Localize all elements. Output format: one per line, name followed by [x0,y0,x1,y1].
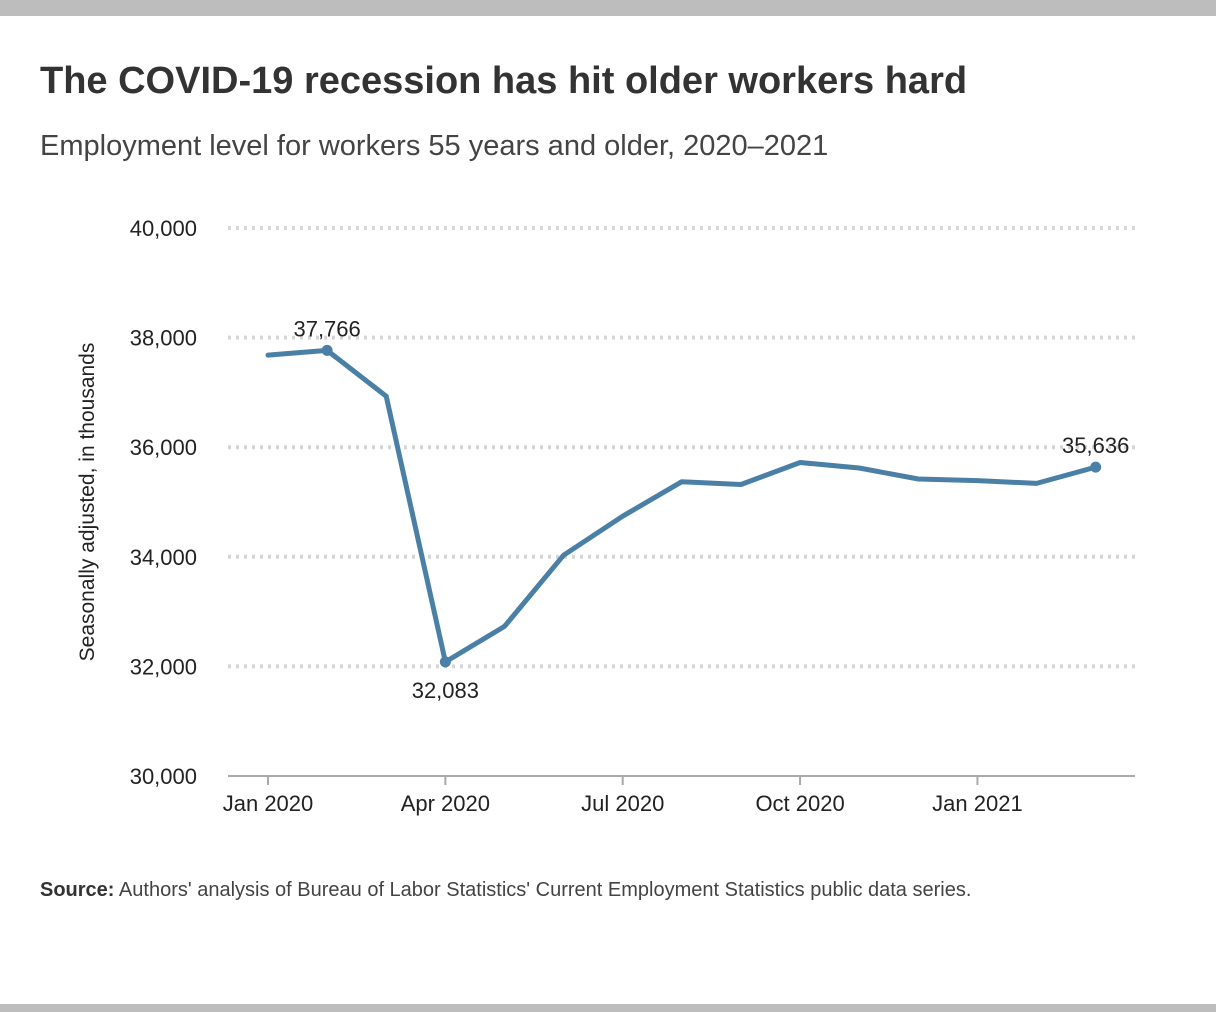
y-tick-label: 38,000 [130,326,197,351]
y-tick-label: 40,000 [130,216,197,241]
data-point-marker [321,344,333,356]
data-label: 35,636 [1062,433,1129,458]
x-ticks: Jan 2020 Apr 2020 Jul 2020 Oct 2020 Jan 2021 [223,776,1023,816]
bottom-frame-bar [0,1004,1216,1012]
y-tick-label: 32,000 [130,654,197,679]
chart-subtitle: Employment level for workers 55 years an… [40,130,829,162]
data-label: 37,766 [293,316,360,341]
y-axis-label: Seasonally adjusted, in thousands [76,343,99,662]
chart-title: The COVID-19 recession has hit older wor… [40,60,968,102]
x-tick-label: Jan 2020 [223,791,314,816]
y-tick-label: 34,000 [130,545,197,570]
x-tick-label: Apr 2020 [401,791,490,816]
x-tick-label: Jul 2020 [581,791,664,816]
source-text: Authors' analysis of Bureau of Labor Sta… [114,879,972,901]
y-tick-labels: 30,000 32,000 34,000 36,000 38,000 40,000 [130,216,197,789]
annotations: 37,766 32,083 35,636 [293,316,1129,702]
y-gridlines [228,226,1135,669]
data-label: 32,083 [412,678,479,703]
y-tick-label: 30,000 [130,764,197,789]
top-frame-bar [0,0,1216,16]
source-label: Source: [40,879,115,901]
y-tick-label: 36,000 [130,435,197,460]
series-line [265,347,1099,665]
line-chart: 30,000 32,000 34,000 36,000 38,000 40,000 Jan… [76,216,1135,816]
data-point-marker [1090,461,1102,473]
x-tick-label: Jan 2021 [932,791,1023,816]
x-tick-label: Oct 2020 [755,791,844,816]
source-note: Source: Authors' analysis of Bureau of L… [40,874,1160,906]
data-point-marker [439,656,451,668]
